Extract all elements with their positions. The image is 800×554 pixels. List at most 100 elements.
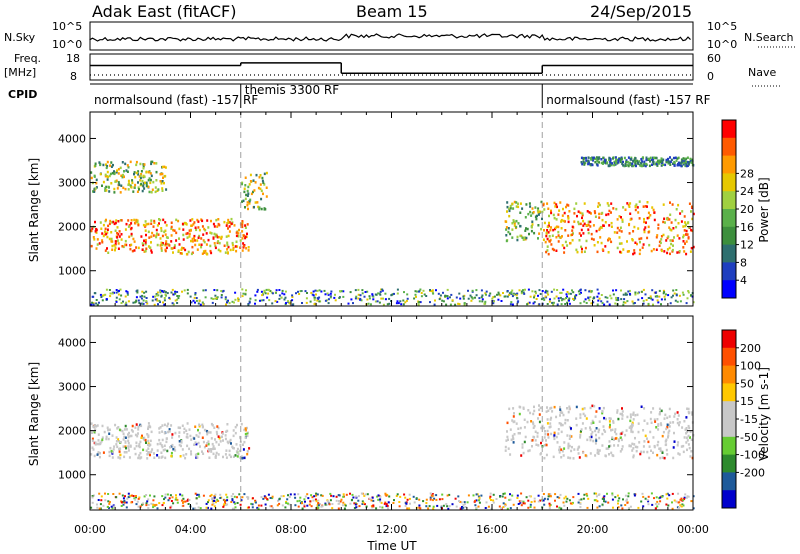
echo-cell: [685, 429, 688, 432]
echo-cell: [559, 405, 561, 409]
echo-cell: [685, 162, 688, 166]
echo-cell: [546, 245, 549, 248]
echo-cell: [580, 156, 583, 160]
echo-cell: [685, 223, 687, 226]
scatter-cell: [405, 299, 408, 302]
scatter-cell: [295, 292, 297, 295]
scatter-cell: [205, 502, 208, 505]
echo-cell: [657, 423, 660, 426]
scatter-cell: [268, 299, 271, 302]
echo-cell: [141, 248, 144, 251]
echo-cell: [224, 251, 227, 254]
scatter-cell: [543, 497, 546, 500]
echo-cell: [160, 241, 163, 245]
echo-cell: [546, 406, 548, 409]
scatter-cell: [361, 292, 364, 295]
echo-cell: [581, 213, 584, 217]
echo-cell: [553, 437, 556, 441]
echo-cell: [158, 218, 160, 221]
scatter-cell: [498, 293, 501, 296]
echo-cell: [621, 414, 624, 417]
scatter-cell: [556, 496, 559, 499]
echo-cell: [682, 444, 685, 448]
scatter-cell: [366, 493, 369, 496]
echo-cell: [181, 222, 184, 226]
scatter-cell: [432, 499, 434, 502]
scatter-cell: [142, 299, 145, 302]
scatter-cell: [110, 505, 113, 508]
echo-cell: [612, 207, 615, 210]
echo-cell: [682, 234, 685, 237]
scatter-cell: [219, 497, 222, 499]
scatter-cell: [105, 298, 108, 301]
echo-cell: [239, 449, 241, 453]
echo-cell: [663, 417, 666, 420]
scatter-cell: [588, 290, 591, 293]
scatter-cell: [687, 291, 690, 294]
echo-cell: [687, 407, 690, 411]
echo-cell: [579, 416, 582, 419]
echo-cell: [147, 178, 150, 182]
echo-cell: [532, 426, 535, 429]
echo-cell: [240, 455, 243, 458]
echo-cell: [653, 445, 656, 449]
nave-label: Nave: [748, 66, 776, 79]
echo-cell: [579, 433, 582, 437]
scatter-cell: [666, 492, 669, 495]
echo-cell: [123, 170, 125, 173]
echo-cell: [585, 417, 588, 420]
scatter-cell: [589, 296, 592, 299]
echo-cell: [143, 250, 146, 253]
echo-cell: [114, 229, 117, 232]
echo-cell: [578, 456, 581, 459]
echo-cell: [512, 407, 515, 410]
scatter-cell: [204, 296, 207, 299]
echo-cell: [601, 218, 604, 222]
echo-cell: [638, 252, 641, 256]
scatter-cell: [210, 497, 213, 500]
echo-cell: [524, 229, 527, 232]
scatter-cell: [435, 498, 438, 501]
echo-cell: [657, 424, 660, 427]
scatter-cell: [641, 297, 644, 300]
scatter-cell: [234, 502, 237, 505]
echo-cell: [670, 229, 673, 232]
echo-cell: [620, 157, 623, 161]
echo-cell: [543, 426, 545, 430]
echo-cell: [159, 426, 162, 429]
scatter-cell: [578, 498, 581, 501]
echo-cell: [101, 436, 104, 439]
scatter-cell: [612, 289, 614, 292]
echo-cell: [641, 246, 644, 249]
scatter-cell: [595, 495, 598, 498]
echo-cell: [692, 212, 695, 216]
echo-cell: [112, 220, 115, 224]
scatter-cell: [349, 502, 352, 505]
echo-cell: [197, 428, 199, 432]
echo-cell: [520, 454, 523, 457]
echo-cell: [565, 205, 567, 209]
echo-cell: [263, 172, 266, 176]
echo-cell: [577, 452, 580, 455]
scatter-cell: [126, 293, 129, 296]
echo-cell: [118, 450, 121, 453]
scatter-cell: [509, 498, 512, 501]
echo-cell: [690, 159, 692, 163]
echo-cell: [90, 171, 93, 174]
scatter-cell: [136, 500, 139, 503]
echo-cell: [123, 455, 126, 459]
scatter-cell: [357, 293, 360, 296]
scatter-cell: [123, 501, 126, 504]
scatter-cell: [135, 503, 138, 506]
scatter-cell: [370, 505, 373, 508]
echo-cell: [135, 441, 138, 444]
echo-cell: [117, 172, 120, 175]
scatter-cell: [492, 499, 495, 502]
scatter-cell: [614, 302, 617, 305]
echo-cell: [160, 182, 163, 185]
echo-cell: [127, 433, 129, 436]
scatter-cell: [260, 496, 263, 499]
scatter-cell: [170, 505, 173, 508]
echo-cell: [673, 164, 676, 167]
scatter-cell: [217, 500, 220, 502]
